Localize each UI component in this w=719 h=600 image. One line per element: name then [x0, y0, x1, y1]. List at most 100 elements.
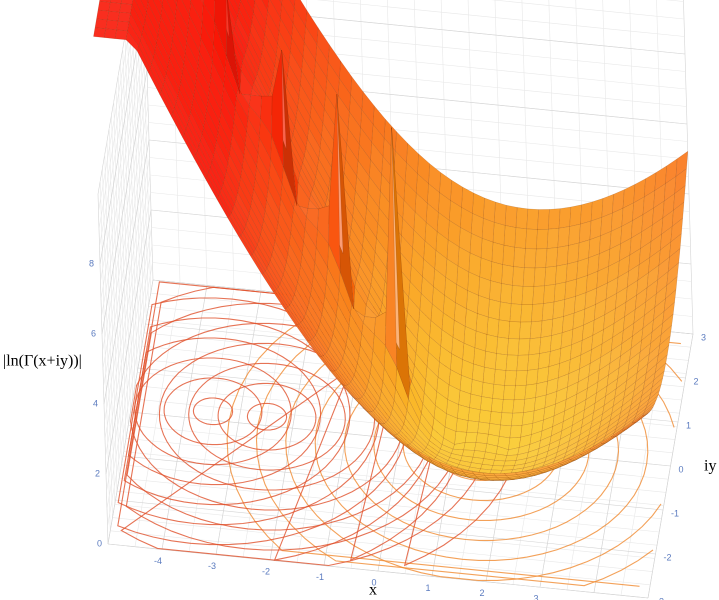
y-tick-label: 3 [701, 332, 706, 342]
surface-patch [467, 407, 481, 423]
surface-patch [481, 218, 495, 243]
surface-patch [529, 320, 543, 339]
surface-patch [655, 354, 668, 374]
surface-patch [474, 442, 488, 453]
surface-patch [552, 299, 566, 320]
surface-patch [298, 264, 313, 295]
surface-patch [161, 0, 176, 30]
surface-patch [492, 459, 506, 467]
surface-patch [578, 220, 592, 244]
surface-patch [650, 377, 664, 395]
surface-patch [352, 374, 366, 395]
surface-patch [491, 241, 505, 265]
surface-patch [666, 262, 679, 286]
surface-patch [510, 285, 524, 305]
surface-patch [471, 363, 485, 383]
surface-patch [545, 247, 559, 268]
surface-patch [462, 342, 476, 365]
minor-grid-line [131, 0, 143, 347]
surface-patch [308, 340, 322, 357]
surface-patch [460, 455, 474, 463]
y-tick-label: 0 [679, 464, 684, 474]
surface [93, 0, 689, 481]
surface-patch [512, 399, 526, 414]
surface-patch [460, 207, 473, 234]
surface-patch [315, 167, 329, 199]
surface-patch [234, 0, 241, 10]
surface-patch [411, 450, 426, 460]
surface-patch [567, 242, 580, 265]
surface-patch [466, 475, 480, 480]
surface-patch [480, 238, 494, 262]
surface-patch [196, 64, 210, 100]
surface-patch [94, 18, 108, 30]
surface-patch [140, 0, 149, 13]
surface-patch [359, 256, 373, 286]
surface-patch [368, 372, 382, 399]
surface-patch [327, 44, 341, 80]
surface-patch [173, 0, 178, 7]
surface-patch [292, 293, 307, 318]
surface-patch [261, 272, 276, 292]
surface-patch [534, 248, 548, 269]
z-axis-label: |ln(Γ(x+iy))| [3, 353, 82, 370]
surface-patch [361, 91, 375, 125]
minor-grid-line [490, 0, 685, 20]
surface-patch [348, 381, 363, 399]
surface-patch [449, 200, 462, 228]
surface-patch [180, 72, 194, 105]
surface-patch [346, 127, 360, 162]
minor-grid-line [100, 17, 146, 282]
surface-patch [491, 465, 504, 471]
surface-patch [294, 288, 308, 314]
surface-patch [548, 208, 561, 230]
surface-patch [472, 450, 486, 459]
surface-patch [418, 309, 432, 338]
surface-patch [492, 222, 506, 246]
surface-patch [114, 29, 128, 40]
surface-patch [513, 384, 527, 401]
z-tick-label: 8 [89, 258, 94, 268]
surface-patch [97, 1, 111, 12]
surface-patch [181, 0, 191, 17]
surface-patch [417, 420, 432, 441]
surface-patch [197, 51, 212, 89]
surface-patch [408, 446, 422, 457]
surface-patch [446, 239, 460, 267]
surface-patch [526, 208, 539, 230]
surface-patch [271, 247, 285, 276]
surface-patch [438, 192, 451, 221]
surface-patch [500, 283, 513, 304]
surface-patch [134, 0, 147, 21]
surface-patch [482, 366, 496, 385]
surface-patch [674, 168, 687, 195]
y-tick-label: -2 [664, 552, 672, 562]
surface-patch [200, 21, 214, 63]
surface-patch [433, 405, 447, 428]
surface-patch [413, 211, 427, 242]
surface-patch [387, 417, 401, 434]
y-tick-label: -1 [671, 508, 679, 518]
surface-patch [555, 263, 568, 285]
surface-patch [271, 50, 284, 167]
surface-patch [527, 353, 540, 371]
surface-patch [328, 94, 341, 272]
z-tick-label: 2 [95, 468, 100, 478]
surface-patch [558, 206, 572, 229]
surface-patch [159, 0, 164, 7]
surface-patch [543, 284, 556, 304]
surface-patch [354, 398, 369, 412]
surface-patch [524, 248, 537, 269]
grid-line [105, 209, 152, 475]
minor-grid-line [124, 35, 136, 386]
surface-patch [300, 319, 314, 340]
surface-patch [537, 209, 550, 230]
surface-patch [447, 384, 461, 405]
surface-patch [512, 266, 525, 287]
surface-patch [519, 321, 532, 340]
surface-patch [313, 334, 327, 355]
surface-patch [357, 264, 372, 293]
surface-patch [298, 322, 313, 341]
surface-patch [381, 381, 395, 409]
surface-patch [272, 290, 287, 309]
